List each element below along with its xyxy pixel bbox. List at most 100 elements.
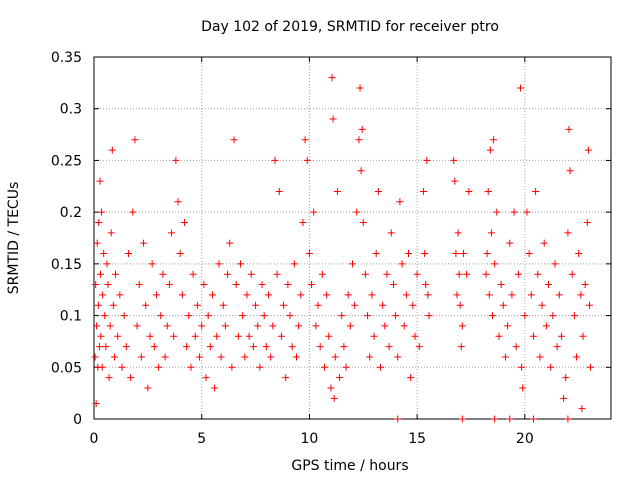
- data-point: [508, 291, 516, 299]
- data-point: [155, 363, 163, 371]
- data-point: [357, 167, 365, 175]
- data-point: [545, 281, 553, 289]
- data-point: [241, 353, 249, 361]
- data-point: [456, 301, 464, 309]
- data-point: [415, 343, 423, 351]
- data-point: [387, 229, 395, 237]
- data-point: [163, 322, 171, 330]
- y-tick-label: 0.2: [60, 205, 82, 221]
- y-tick-label: 0.3: [60, 102, 82, 118]
- data-point: [534, 270, 542, 278]
- data-point: [411, 332, 419, 340]
- data-point: [284, 281, 292, 289]
- data-point: [297, 291, 305, 299]
- data-point: [486, 146, 494, 154]
- data-point: [487, 229, 495, 237]
- data-point: [512, 343, 520, 351]
- data-point: [338, 312, 346, 320]
- data-point: [351, 301, 359, 309]
- data-point: [368, 291, 376, 299]
- data-point: [370, 332, 378, 340]
- data-point: [107, 229, 115, 237]
- data-point: [331, 353, 339, 361]
- data-point: [340, 343, 348, 351]
- data-point: [120, 312, 128, 320]
- data-point: [458, 415, 466, 423]
- data-point: [483, 250, 491, 258]
- data-point: [247, 270, 255, 278]
- data-point: [273, 270, 281, 278]
- data-point: [493, 208, 501, 216]
- data-point: [97, 332, 105, 340]
- data-point: [135, 281, 143, 289]
- data-point: [349, 260, 356, 268]
- data-point: [583, 218, 591, 226]
- data-point: [161, 353, 169, 361]
- data-point: [176, 250, 184, 258]
- data-point: [108, 146, 116, 154]
- data-point: [92, 281, 100, 289]
- grid: [94, 57, 611, 419]
- data-point: [172, 156, 180, 164]
- data-point: [93, 322, 101, 330]
- data-point: [318, 270, 326, 278]
- y-tick-label: 0.05: [51, 360, 82, 376]
- data-point: [150, 343, 158, 351]
- data-point: [424, 291, 432, 299]
- data-point: [316, 343, 324, 351]
- data-point: [267, 353, 275, 361]
- data-point: [336, 374, 344, 382]
- data-point: [405, 250, 413, 258]
- data-point: [381, 322, 389, 330]
- data-point: [529, 415, 537, 423]
- data-point: [453, 291, 461, 299]
- data-point: [92, 399, 100, 407]
- data-point: [392, 312, 400, 320]
- data-point: [102, 343, 110, 351]
- data-point: [286, 312, 294, 320]
- data-point: [133, 322, 141, 330]
- data-point: [555, 291, 563, 299]
- data-point: [217, 353, 225, 361]
- data-point: [377, 363, 385, 371]
- data-point: [536, 353, 544, 361]
- data-point: [127, 374, 135, 382]
- data-point: [542, 322, 550, 330]
- data-point: [95, 218, 103, 226]
- data-point: [358, 125, 366, 133]
- data-point: [131, 136, 139, 144]
- data-point: [329, 115, 337, 123]
- data-point: [425, 312, 433, 320]
- data-point: [562, 374, 570, 382]
- data-point: [116, 291, 124, 299]
- data-point: [239, 312, 247, 320]
- data-point: [234, 332, 242, 340]
- data-point: [295, 322, 303, 330]
- data-point: [423, 156, 431, 164]
- data-point: [137, 353, 145, 361]
- data-point: [198, 322, 206, 330]
- data-point: [170, 332, 178, 340]
- data-point: [547, 363, 555, 371]
- data-point: [103, 260, 111, 268]
- data-point: [260, 312, 268, 320]
- y-axis-label: SRMTID / TECUs: [6, 182, 22, 295]
- data-point: [180, 218, 188, 226]
- data-point: [323, 291, 331, 299]
- data-point: [196, 353, 204, 361]
- data-point: [394, 353, 402, 361]
- data-point: [510, 208, 518, 216]
- data-point: [361, 270, 369, 278]
- data-point: [330, 394, 338, 402]
- data-point: [226, 239, 234, 247]
- data-point: [396, 198, 404, 206]
- data-point: [94, 301, 102, 309]
- data-point: [540, 239, 548, 247]
- data-point: [105, 374, 113, 382]
- data-point: [254, 322, 262, 330]
- data-point: [457, 343, 465, 351]
- data-point: [450, 156, 458, 164]
- data-point: [99, 291, 107, 299]
- data-point: [372, 250, 380, 258]
- data-point: [277, 332, 285, 340]
